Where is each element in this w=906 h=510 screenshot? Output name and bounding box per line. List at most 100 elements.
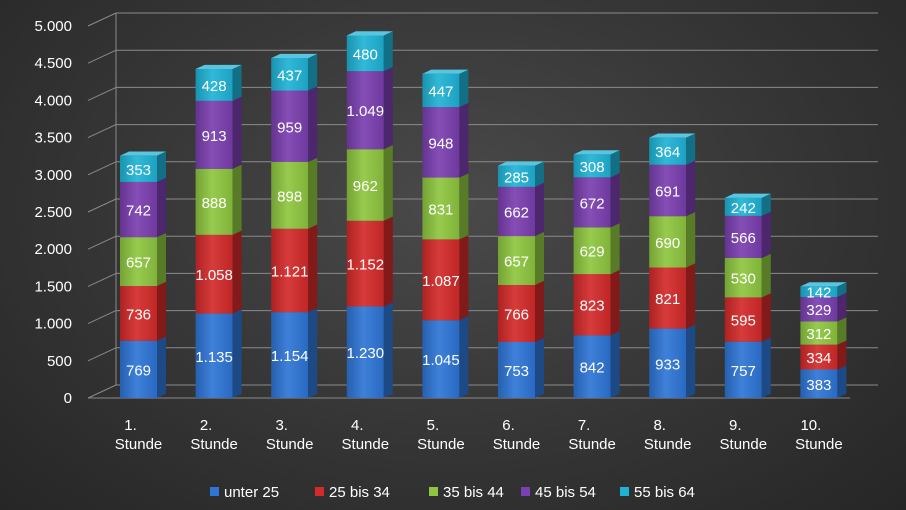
gridline-depth (87, 235, 117, 250)
bar-segment (195, 230, 242, 314)
bar-segment (724, 253, 771, 298)
data-label: 312 (806, 326, 831, 343)
bar-top (724, 193, 771, 198)
bar-side (157, 151, 166, 182)
bar-stack (195, 64, 242, 398)
bar-segment (498, 161, 544, 187)
bar-front (800, 369, 838, 398)
data-label: 959 (277, 119, 302, 136)
data-label: 823 (580, 298, 605, 315)
bar-front (573, 227, 611, 275)
data-label: 353 (126, 162, 151, 179)
bar-front (573, 177, 611, 228)
bar-segment (271, 224, 318, 313)
data-label: 769 (126, 362, 151, 379)
bar-side (157, 232, 166, 287)
y-tick-label: 4.000 (34, 92, 72, 109)
data-label: 1.045 (422, 352, 460, 369)
legend-swatch (521, 487, 530, 496)
bar-front (120, 181, 157, 238)
legend-swatch (429, 487, 438, 496)
legend-item: unter 25 (210, 484, 279, 501)
bar-front (271, 312, 309, 398)
y-tick-label: 4.500 (34, 55, 72, 72)
bar-segment (573, 150, 620, 178)
bar-front (573, 335, 611, 398)
bar-front (649, 137, 687, 165)
data-label: 285 (504, 169, 529, 186)
data-label: 662 (504, 204, 529, 221)
legend-swatch (620, 487, 629, 496)
x-tick-label: 8. Stunde (644, 417, 692, 453)
bar-top (346, 31, 393, 36)
bar-side (308, 53, 318, 91)
bar-side (308, 224, 318, 313)
data-label: 657 (504, 254, 529, 271)
bar-front (346, 35, 384, 72)
bar-top (800, 282, 847, 287)
bar-segment (573, 173, 620, 228)
bar-side (308, 86, 318, 162)
bar-side (535, 182, 544, 237)
bar-side (232, 164, 242, 235)
bar-side (837, 340, 847, 370)
bar-side (383, 31, 393, 72)
bar-side (761, 193, 771, 216)
bar-front (120, 286, 157, 341)
bar-top (649, 133, 696, 138)
bar-side (383, 302, 393, 398)
bar-segment (271, 307, 318, 398)
data-label: 566 (731, 230, 756, 247)
data-label: 1.058 (195, 267, 233, 284)
x-tick-label: 1. Stunde (115, 417, 163, 453)
gridline-depth (87, 272, 117, 287)
bar-segment (800, 292, 847, 322)
gridline-depth (87, 86, 117, 101)
data-label: 595 (731, 313, 756, 330)
bar-stack (800, 282, 847, 398)
data-label: 831 (428, 201, 453, 218)
y-tick-label: 3.000 (34, 167, 72, 184)
bar-top (195, 64, 242, 70)
bar-front (649, 164, 687, 217)
bar-front (195, 168, 233, 235)
bar-segment (346, 145, 393, 221)
bar-segment (120, 336, 166, 398)
data-label: 1.121 (271, 263, 309, 280)
bar-stack (346, 31, 393, 398)
bar-segment (800, 282, 847, 297)
bar-front (724, 341, 762, 398)
data-label: 437 (277, 67, 302, 84)
bar-stack (422, 69, 469, 398)
y-tick-label: 500 (47, 353, 72, 370)
bar-segment (120, 151, 166, 182)
bar-segment (649, 263, 696, 329)
legend: unter 25 25 bis 34 35 bis 44 45 bis 54 55 bi… (210, 484, 695, 501)
bar-top (271, 53, 318, 59)
data-label: 629 (580, 244, 605, 261)
legend-item: 45 bis 54 (521, 484, 596, 501)
bar-segment (498, 280, 544, 342)
bar-segment (422, 235, 469, 321)
bar-segment (649, 133, 696, 165)
bar-side (761, 337, 771, 398)
bar-stack (120, 151, 166, 398)
bar-front (649, 216, 687, 268)
y-tick-label: 0 (64, 390, 72, 407)
bar-stack (724, 193, 771, 398)
data-label: 736 (126, 306, 151, 323)
bar-front (120, 237, 157, 287)
data-label: 334 (806, 350, 831, 367)
gridline-depth (87, 384, 117, 399)
bar-front (271, 161, 309, 229)
bar-front (498, 284, 535, 342)
bar-segment (346, 66, 393, 150)
gridline-depth (87, 49, 117, 64)
bar-side (610, 331, 620, 398)
bar-segment (498, 231, 544, 285)
bar-segment (195, 96, 242, 169)
bar-side (686, 160, 696, 217)
bar-segment (271, 53, 318, 91)
bar-segment (271, 157, 318, 229)
